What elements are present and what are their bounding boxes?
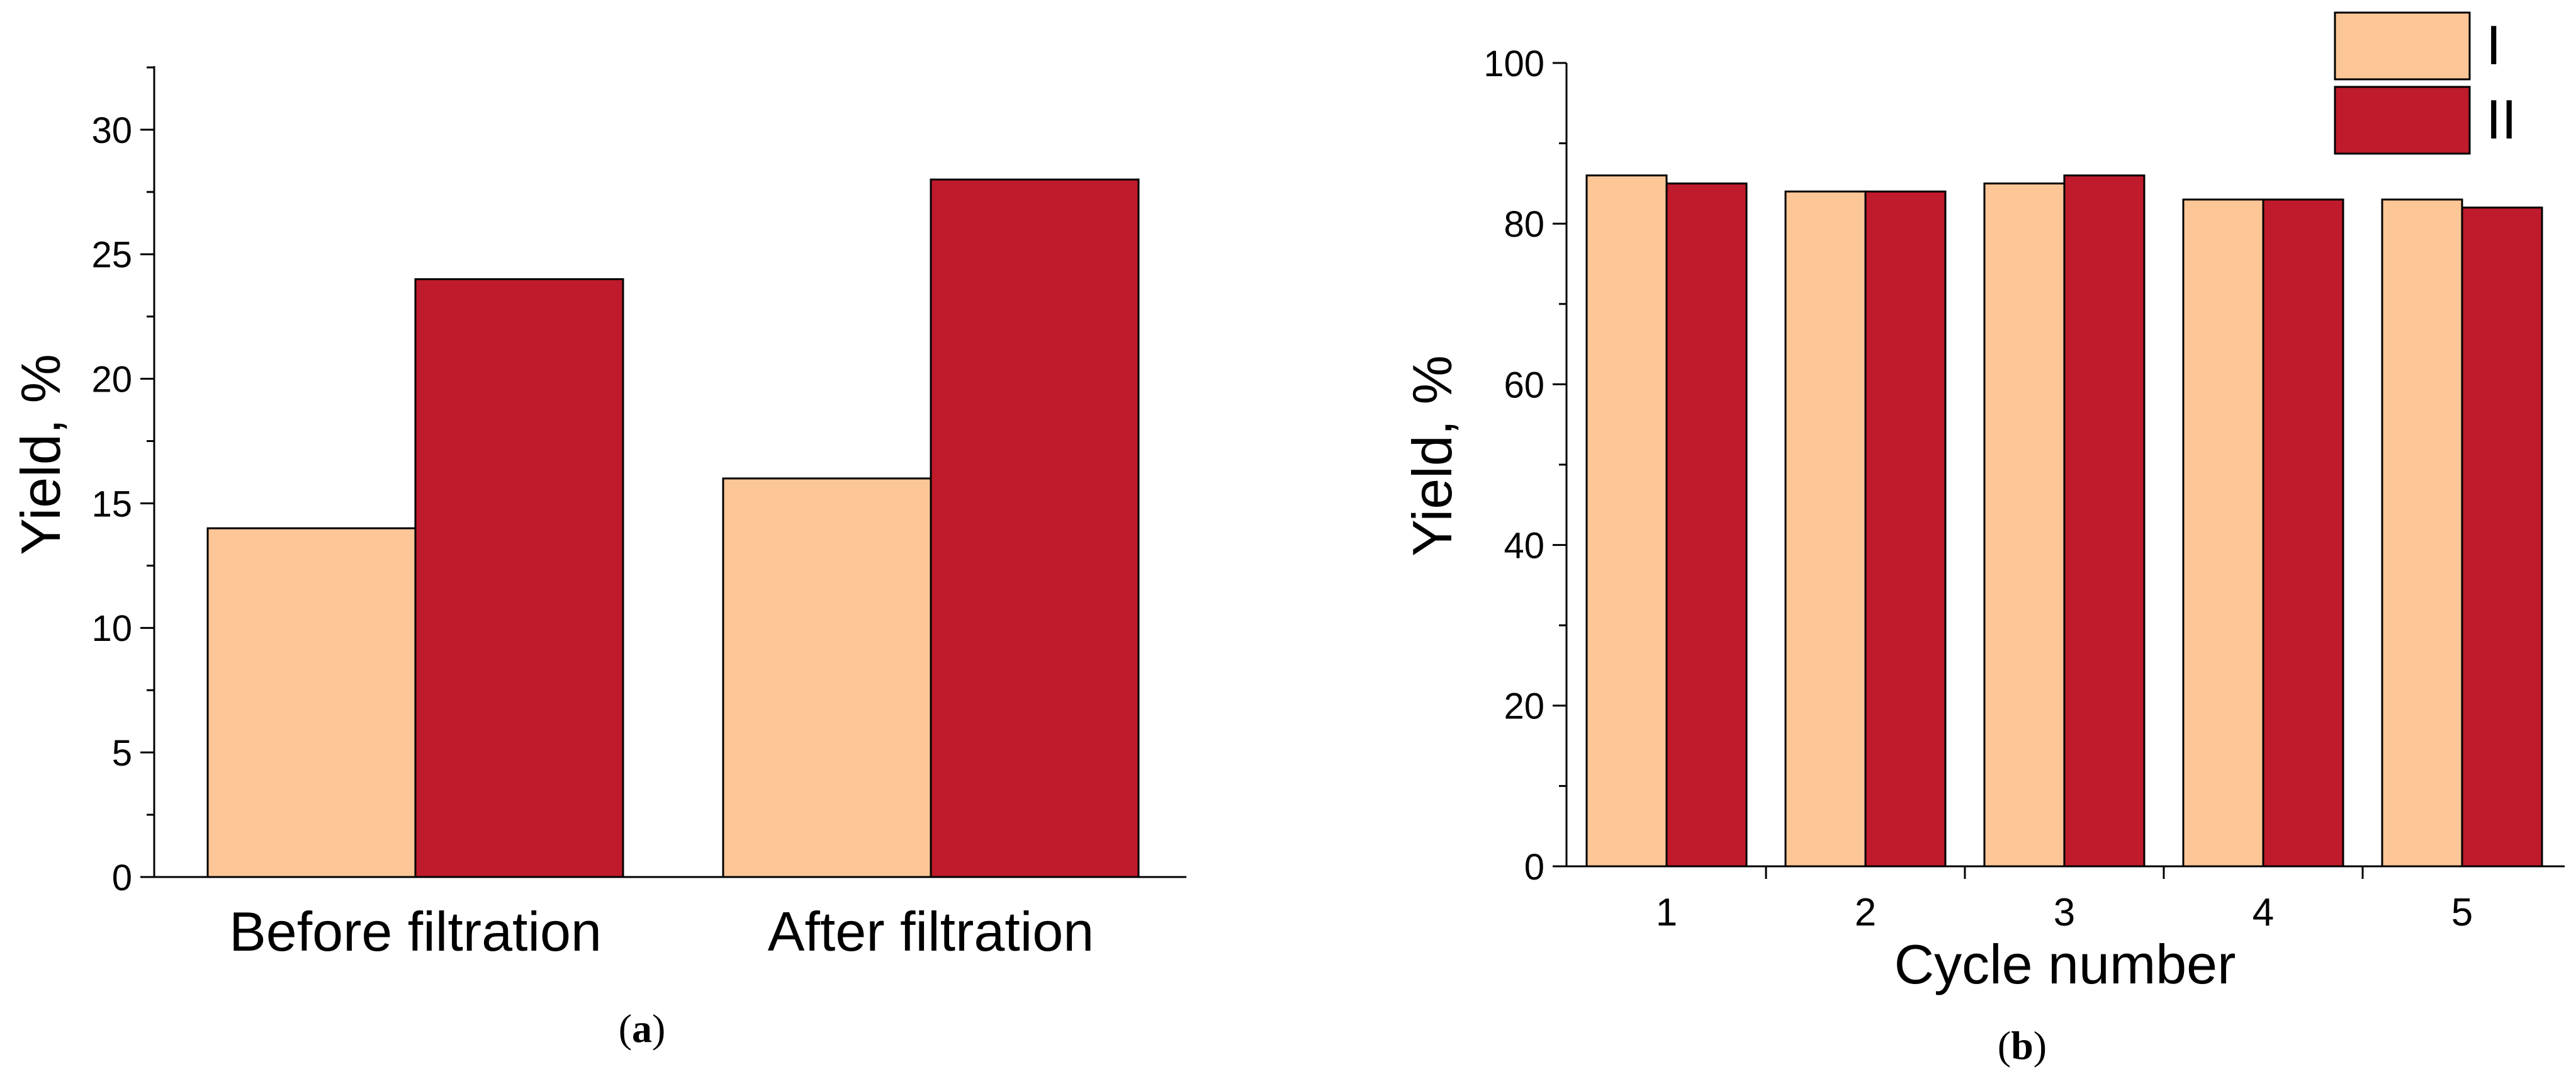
y-tick-label: 80 xyxy=(1504,204,1544,245)
caption-letter: b xyxy=(2011,1023,2033,1068)
bar xyxy=(2262,198,2344,868)
bar xyxy=(2182,198,2264,868)
y-tick-label: 25 xyxy=(91,235,132,276)
chart-panel-a: 0 5 10 15 20 25 30 Before filtration After filt… xyxy=(9,66,1186,963)
x-tick-label: After filtration xyxy=(768,900,1094,963)
y-tick-label: 0 xyxy=(112,857,132,898)
legend: III xyxy=(2334,11,2517,155)
bar xyxy=(1983,182,2066,868)
y-axis-label: Yield, % xyxy=(9,354,72,555)
y-tick-label: 5 xyxy=(112,733,132,774)
legend-swatch xyxy=(2334,11,2471,81)
y-axis-label: Yield, % xyxy=(1401,355,1463,557)
caption-paren-close: ) xyxy=(2033,1023,2047,1068)
bar xyxy=(722,477,932,878)
bars-group xyxy=(206,178,1140,878)
caption-paren-close: ) xyxy=(652,1006,665,1051)
bar xyxy=(1665,182,1748,868)
bar xyxy=(930,178,1140,878)
x-axis: 1 2 3 4 5 xyxy=(1566,865,2565,934)
bar xyxy=(206,527,417,878)
caption-paren-open: ( xyxy=(619,1006,632,1051)
y-tick-label: 30 xyxy=(91,110,132,151)
bar xyxy=(1585,174,1668,868)
x-tick-label: Before filtration xyxy=(229,900,602,963)
bar xyxy=(2063,174,2146,868)
chart-panel-b: 0 20 40 60 80 100 1 2 3 4 5 Yield, % Cycle number… xyxy=(1401,11,2565,995)
x-tick-label: 3 xyxy=(2054,891,2075,934)
legend-swatch xyxy=(2334,86,2471,155)
panel-caption-a: (a) xyxy=(619,1006,666,1051)
y-axis: 0 5 10 15 20 25 30 xyxy=(91,66,155,898)
legend-label: II xyxy=(2486,88,2517,150)
x-tick-label: 2 xyxy=(1855,891,1876,934)
legend-label: I xyxy=(2486,14,2501,76)
y-tick-label: 10 xyxy=(91,608,132,649)
y-tick-label: 15 xyxy=(91,484,132,524)
x-tick-label: 1 xyxy=(1656,891,1677,934)
bar xyxy=(1864,190,1947,868)
bars-group xyxy=(1585,174,2543,868)
x-tick-label: 4 xyxy=(2253,891,2274,934)
y-tick-label: 0 xyxy=(1524,847,1544,888)
caption-letter: a xyxy=(632,1006,652,1051)
y-tick-label: 40 xyxy=(1504,525,1544,566)
panel-caption-b: (b) xyxy=(1998,1023,2047,1068)
x-axis-label: Cycle number xyxy=(1894,933,2236,995)
y-tick-label: 100 xyxy=(1483,43,1544,84)
x-axis: Before filtration After filtration xyxy=(154,876,1186,963)
bar xyxy=(1784,190,1867,868)
bar xyxy=(2381,198,2463,868)
y-tick-label: 20 xyxy=(1504,686,1544,727)
bar xyxy=(414,278,624,878)
caption-paren-open: ( xyxy=(1998,1023,2011,1068)
bar xyxy=(2461,207,2543,868)
x-tick-label: 5 xyxy=(2451,891,2473,934)
y-axis: 0 20 40 60 80 100 xyxy=(1483,43,1568,888)
y-tick-label: 20 xyxy=(91,359,132,400)
y-tick-label: 60 xyxy=(1504,365,1544,405)
